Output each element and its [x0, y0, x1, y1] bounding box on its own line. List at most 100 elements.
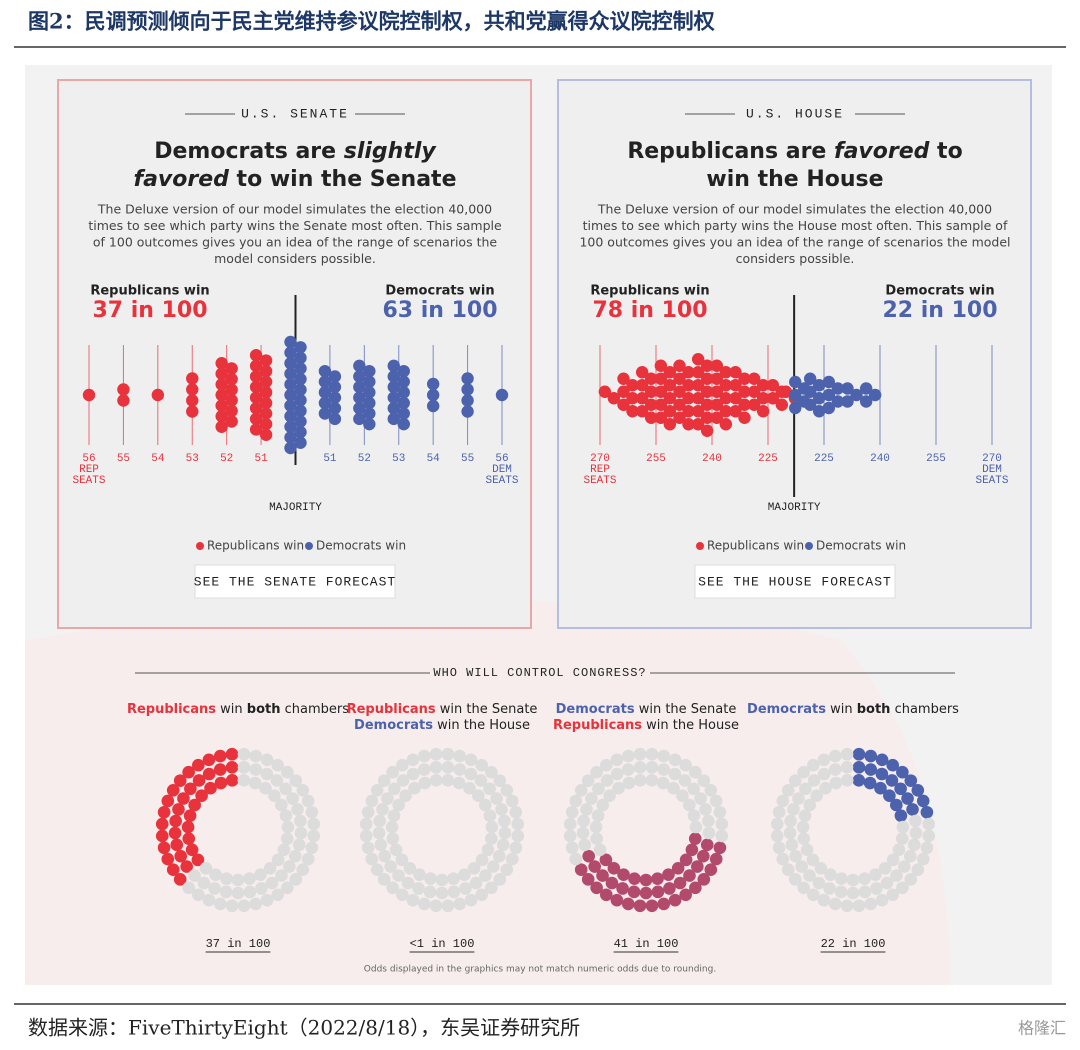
- scenario-label: Republicans win both chambers: [127, 702, 349, 717]
- text-part: to win the Senate: [229, 167, 457, 192]
- dot: [644, 411, 658, 424]
- empty-dot: [417, 749, 431, 763]
- empty-dot: [401, 876, 415, 890]
- dot: [885, 774, 899, 787]
- empty-dot: [783, 826, 797, 840]
- empty-dot: [840, 760, 854, 774]
- dot: [225, 372, 238, 386]
- empty-dot: [806, 888, 820, 902]
- empty-dot: [289, 849, 302, 863]
- empty-dot: [408, 781, 421, 795]
- empty-dot: [846, 873, 860, 887]
- empty-dot: [361, 841, 375, 855]
- empty-dot: [453, 897, 467, 911]
- dot: [841, 382, 854, 395]
- empty-dot: [490, 792, 503, 805]
- empty-dot: [799, 782, 812, 796]
- empty-dot: [243, 885, 257, 899]
- dot: [713, 841, 727, 855]
- dot: [679, 853, 693, 867]
- empty-dot: [441, 760, 455, 774]
- empty-dot: [577, 814, 590, 828]
- empty-dot: [911, 863, 925, 877]
- empty-dot: [301, 794, 315, 808]
- dot: [284, 388, 297, 402]
- dot: [387, 412, 400, 426]
- dot: [202, 753, 216, 767]
- dot: [215, 388, 228, 402]
- empty-dot: [260, 767, 274, 781]
- empty-dot: [840, 899, 854, 913]
- dot: [803, 398, 817, 411]
- empty-dot: [770, 817, 784, 831]
- dot: [691, 379, 705, 392]
- empty-dot: [231, 886, 245, 900]
- dot: [822, 375, 836, 389]
- empty-dot: [283, 860, 296, 873]
- value-label: <1 in 100: [410, 937, 475, 951]
- dot: [635, 379, 649, 392]
- dot: [387, 359, 400, 373]
- text-part: Democrats: [354, 718, 433, 733]
- dot: [169, 814, 182, 828]
- summary-total: 37 in 100: [92, 298, 207, 323]
- dot: [756, 405, 770, 418]
- empty-dot: [381, 792, 394, 805]
- empty-dot: [396, 774, 410, 787]
- empty-dot: [372, 826, 386, 840]
- empty-dot: [199, 862, 213, 875]
- empty-dot: [493, 774, 507, 787]
- description: considers possible.: [736, 251, 855, 266]
- empty-dot: [864, 897, 878, 911]
- dot: [645, 899, 659, 913]
- text-part: to: [929, 139, 962, 164]
- dot: [397, 407, 410, 420]
- empty-dot: [633, 774, 647, 787]
- dot: [294, 415, 307, 428]
- text-part: Republicans are: [627, 139, 834, 164]
- dot: [766, 392, 780, 405]
- dot: [225, 415, 238, 428]
- x-tick-label: 270: [590, 453, 610, 465]
- dot: [225, 404, 238, 418]
- dot: [831, 395, 845, 408]
- empty-dot: [365, 852, 379, 866]
- dot: [691, 860, 704, 873]
- dot: [166, 783, 180, 797]
- empty-dot: [789, 849, 802, 863]
- dot: [166, 863, 180, 877]
- dot: [117, 383, 130, 396]
- empty-dot: [509, 841, 523, 855]
- empty-dot: [481, 843, 495, 857]
- x-tick-label: 52: [358, 453, 371, 465]
- dot: [363, 417, 376, 431]
- axis-end-label: REP: [79, 464, 99, 476]
- empty-dot: [498, 814, 511, 828]
- text-part: chambers: [281, 702, 350, 717]
- empty-dot: [657, 749, 671, 763]
- dot: [789, 388, 802, 402]
- dot: [901, 792, 914, 805]
- dot: [284, 378, 297, 391]
- empty-dot: [386, 832, 400, 845]
- empty-dot: [361, 805, 375, 819]
- empty-dot: [268, 789, 281, 802]
- dot: [673, 359, 686, 372]
- text-part: win the House: [433, 718, 530, 733]
- dot: [617, 868, 630, 881]
- dot: [155, 829, 169, 843]
- empty-dot: [406, 767, 420, 781]
- empty-dot: [803, 869, 816, 882]
- empty-dot: [803, 798, 816, 812]
- legend-label: Republicans win: [707, 539, 804, 553]
- dot: [775, 398, 789, 411]
- empty-dot: [829, 776, 843, 790]
- axis-end-label: SEATS: [72, 475, 105, 487]
- dot: [259, 417, 273, 431]
- dot: [259, 386, 273, 399]
- empty-dot: [485, 765, 498, 779]
- dot: [874, 781, 887, 795]
- empty-dot: [483, 809, 497, 822]
- empty-dot: [678, 774, 692, 787]
- dot: [172, 803, 185, 816]
